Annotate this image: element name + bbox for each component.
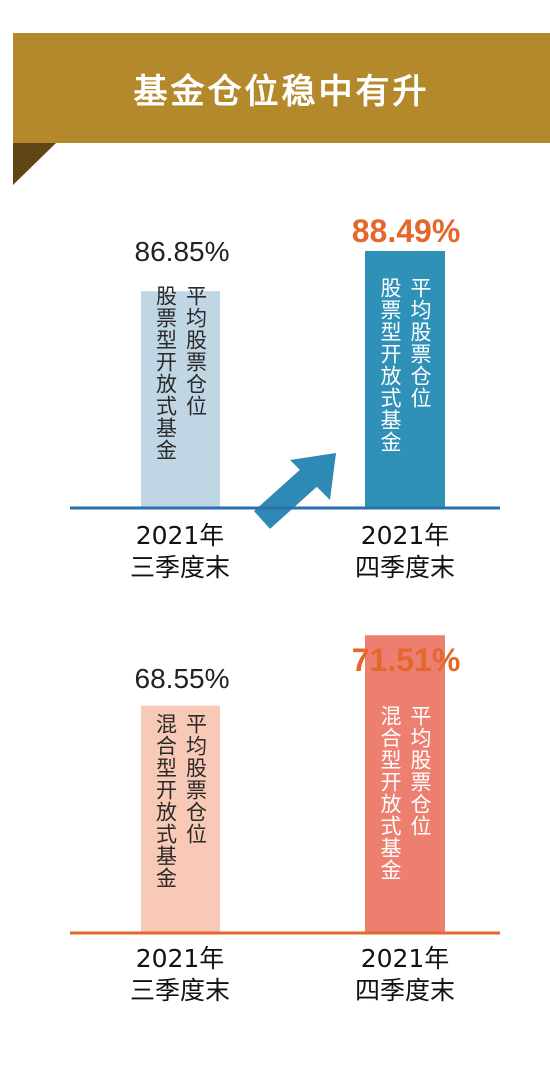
bar-text-line: 平均股票仓位 bbox=[183, 713, 208, 845]
banner-fold bbox=[13, 143, 56, 185]
x-tick-line: 2021年 bbox=[360, 944, 450, 973]
up-right-arrow-icon bbox=[253, 453, 336, 529]
stock-fund-chart: 86.85% 88.49% 平均股票仓位 股票型开放式基金 平均股票仓位 股票型… bbox=[0, 190, 550, 590]
bar-q4 bbox=[365, 635, 445, 933]
value-label-q4: 88.49% bbox=[351, 213, 461, 249]
bar-text-q4: 平均股票仓位 混合型开放式基金 bbox=[365, 705, 445, 881]
x-tick-label-q3: 2021年 三季度末 bbox=[85, 520, 275, 584]
bar-q4 bbox=[365, 250, 445, 508]
bar-text-q3: 平均股票仓位 股票型开放式基金 bbox=[141, 285, 220, 461]
mixed-fund-chart-svg bbox=[70, 635, 500, 935]
bar-text-line: 混合型开放式基金 bbox=[153, 713, 178, 889]
bar-text-line: 混合型开放式基金 bbox=[378, 705, 402, 881]
bar-q3 bbox=[141, 705, 220, 933]
bar-text-q4: 平均股票仓位 股票型开放式基金 bbox=[365, 277, 445, 453]
x-tick-line: 2021年 bbox=[360, 521, 450, 550]
value-label-q4: 71.51% bbox=[351, 642, 461, 678]
x-tick-line: 四季度末 bbox=[354, 976, 455, 1005]
x-tick-line: 四季度末 bbox=[354, 553, 455, 582]
title-banner bbox=[13, 33, 550, 143]
x-tick-label-q4: 2021年 四季度末 bbox=[310, 943, 500, 1007]
x-tick-line: 三季度末 bbox=[129, 553, 230, 582]
x-tick-line: 2021年 bbox=[135, 944, 225, 973]
bar-text-q3: 平均股票仓位 混合型开放式基金 bbox=[141, 713, 220, 889]
bar-q3 bbox=[141, 291, 220, 508]
bar-text-line: 股票型开放式基金 bbox=[378, 277, 402, 453]
bar-text-line: 平均股票仓位 bbox=[408, 277, 432, 409]
x-tick-label-q4: 2021年 四季度末 bbox=[310, 520, 500, 584]
x-tick-line: 2021年 bbox=[135, 521, 225, 550]
x-tick-label-q3: 2021年 三季度末 bbox=[85, 943, 275, 1007]
bar-text-line: 平均股票仓位 bbox=[183, 285, 208, 417]
stock-fund-chart-svg bbox=[70, 250, 500, 529]
value-label-q3: 68.55% bbox=[134, 663, 230, 694]
bar-text-line: 平均股票仓位 bbox=[408, 705, 432, 837]
x-tick-line: 三季度末 bbox=[129, 976, 230, 1005]
value-label-q3: 86.85% bbox=[134, 236, 230, 267]
bar-text-line: 股票型开放式基金 bbox=[153, 285, 178, 461]
page-title: 基金仓位稳中有升 bbox=[133, 71, 430, 112]
mixed-fund-chart: 68.55% 71.51% 平均股票仓位 混合型开放式基金 平均股票仓位 混合型… bbox=[0, 615, 550, 1035]
